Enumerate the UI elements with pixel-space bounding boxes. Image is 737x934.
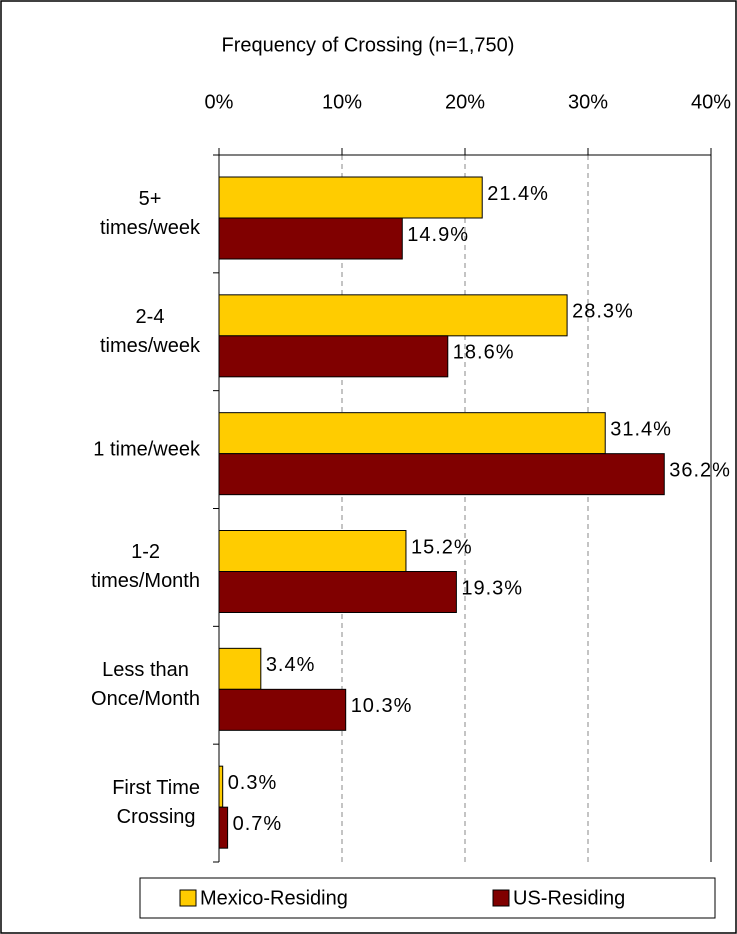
- data-label: 14.9%: [407, 224, 469, 246]
- bar: [218, 335, 449, 378]
- bar: [218, 176, 483, 219]
- chart-title: Frequency of Crossing (n=1,750): [222, 34, 515, 56]
- y-tick-label: 1 time/week: [93, 438, 200, 461]
- legend-swatch: [492, 889, 510, 907]
- data-label: 18.6%: [453, 342, 515, 364]
- y-tick-label: 2-4 times/week: [99, 305, 200, 357]
- x-tick-label: 30%: [568, 91, 608, 113]
- legend-swatch: [179, 889, 197, 907]
- data-label: 3.4%: [266, 654, 316, 676]
- legend-box: [139, 877, 716, 919]
- y-tick-label: 5+ times/week: [99, 187, 200, 239]
- bar: [218, 453, 665, 496]
- x-tick-label: 40%: [691, 91, 731, 113]
- y-tick-label: 1-2 times/Month: [91, 541, 200, 593]
- data-label: 19.3%: [461, 577, 523, 599]
- bar: [218, 765, 224, 808]
- x-tick-label: 10%: [322, 91, 362, 113]
- bar: [218, 806, 229, 849]
- bar: [218, 217, 403, 260]
- x-tick-label: 20%: [445, 91, 485, 113]
- bar: [218, 688, 347, 731]
- y-tick-label: Less than Once/Month: [91, 659, 200, 711]
- bar: [218, 412, 606, 455]
- data-label: 0.3%: [228, 772, 278, 794]
- data-label: 0.7%: [233, 813, 283, 835]
- bar: [218, 530, 407, 572]
- data-label: 36.2%: [669, 459, 731, 481]
- bar: [218, 571, 457, 613]
- data-label: 10.3%: [351, 695, 413, 717]
- legend-label: US-Residing: [513, 887, 625, 909]
- bar: [218, 294, 568, 337]
- data-label: 21.4%: [487, 183, 549, 205]
- data-label: 31.4%: [610, 418, 672, 440]
- legend-label: Mexico-Residing: [200, 887, 348, 909]
- data-label: 15.2%: [411, 536, 473, 558]
- y-tick-label: First Time Crossing: [112, 777, 200, 829]
- bar: [218, 647, 262, 690]
- x-tick-label: 0%: [205, 91, 234, 113]
- data-label: 28.3%: [572, 301, 634, 323]
